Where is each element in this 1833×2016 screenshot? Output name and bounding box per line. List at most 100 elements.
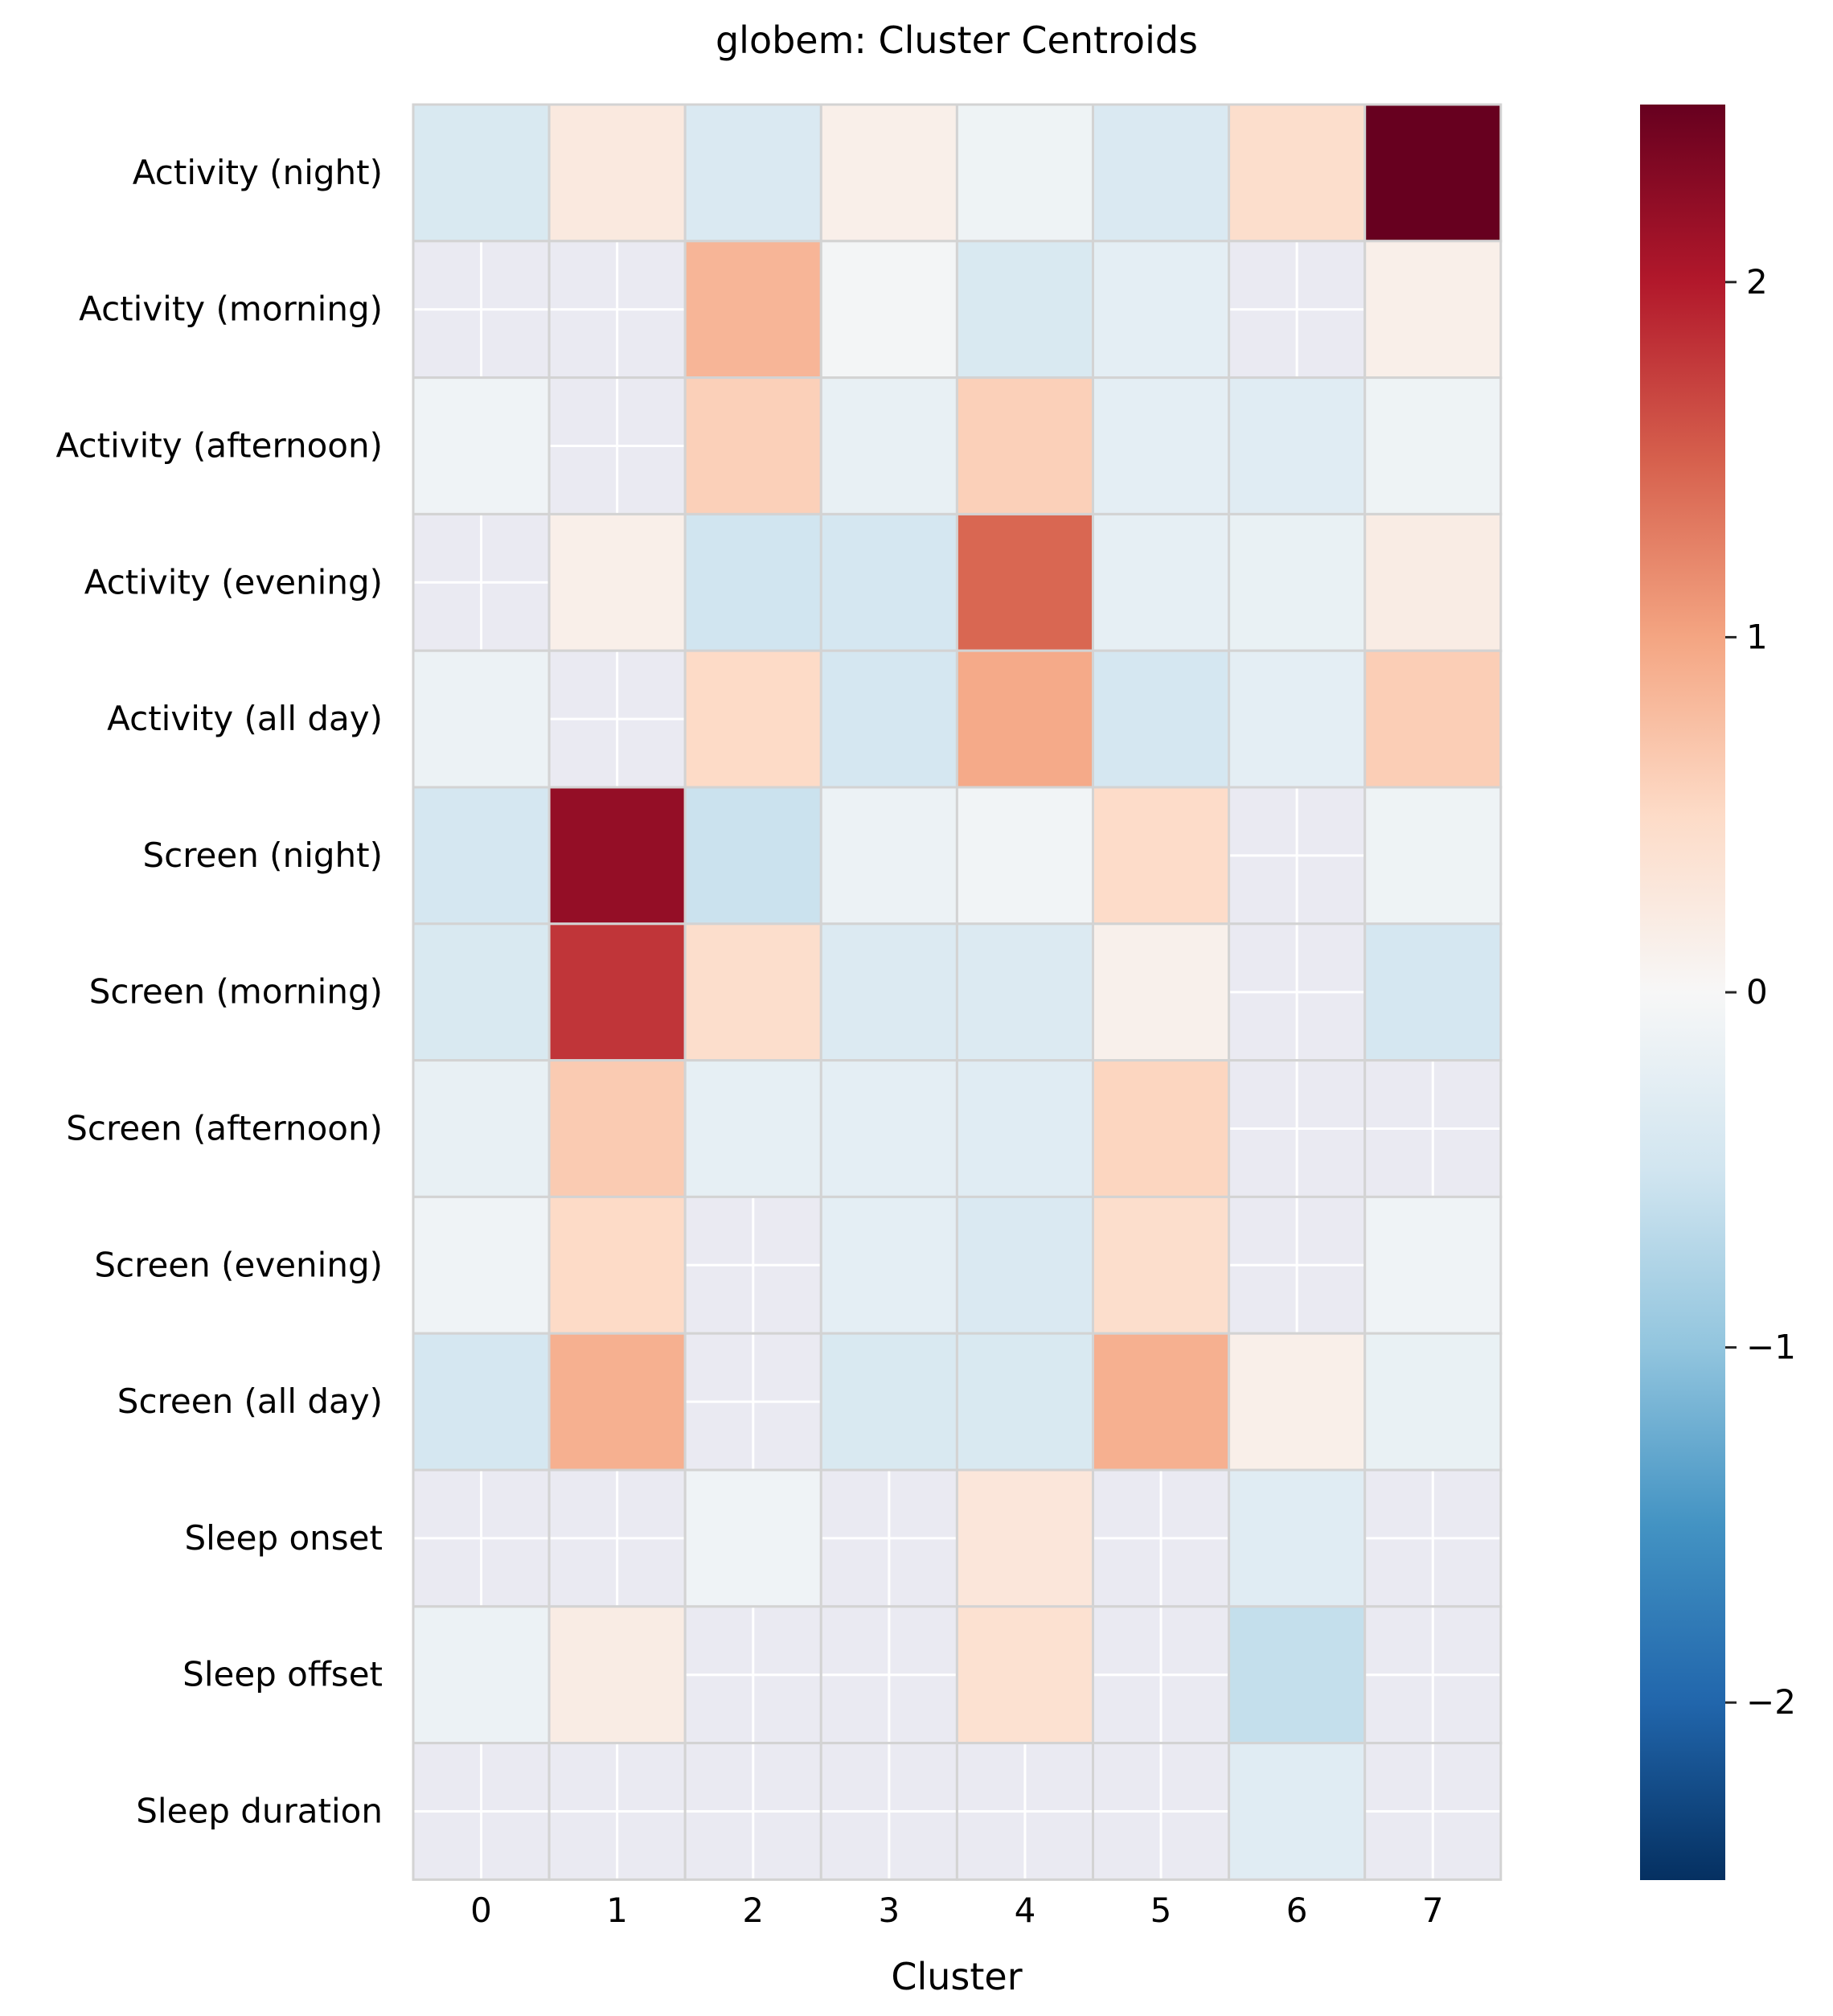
heatmap-cell: [955, 1468, 1095, 1608]
heatmap-cell: [1092, 922, 1231, 1062]
heatmap-cell: [683, 376, 822, 515]
heatmap-cell: [1363, 922, 1503, 1062]
heatmap-cell: [1092, 1468, 1231, 1608]
heatmap-cell: [819, 240, 958, 380]
colorbar-tick-label: 2: [1746, 262, 1768, 302]
heatmap-cell: [1228, 1195, 1367, 1335]
heatmap-cell: [819, 1195, 958, 1335]
heatmap-cell: [1092, 240, 1231, 380]
heatmap-cell: [955, 512, 1095, 652]
heatmap-cell: [819, 1605, 958, 1745]
heatmap-cell: [1092, 512, 1231, 652]
heatmap-cell: [819, 376, 958, 515]
x-tick-label: 0: [470, 1891, 492, 1930]
heatmap-cell: [683, 786, 822, 926]
heatmap-cell: [412, 376, 551, 515]
heatmap-cell: [1228, 922, 1367, 1062]
heatmap-cell: [1363, 103, 1503, 243]
heatmap-cell: [547, 649, 687, 789]
heatmap-cell: [955, 786, 1095, 926]
heatmap-cell: [547, 1742, 687, 1881]
heatmap-cell: [1363, 649, 1503, 789]
heatmap-cell: [1092, 1059, 1231, 1198]
heatmap-cell: [1228, 512, 1367, 652]
heatmap-cells: [412, 103, 1503, 1881]
heatmap-cell: [547, 922, 687, 1062]
heatmap-cell: [955, 922, 1095, 1062]
x-tick-label: 7: [1422, 1891, 1444, 1930]
heatmap-cell: [1363, 1195, 1503, 1335]
heatmap-cell: [1092, 649, 1231, 789]
y-tick-label: Activity (morning): [79, 289, 383, 329]
heatmap-cell: [1092, 103, 1231, 243]
heatmap-cell: [683, 1468, 822, 1608]
heatmap-cell: [1228, 1059, 1367, 1198]
heatmap-cell: [1228, 1332, 1367, 1472]
x-tick-label: 2: [742, 1891, 764, 1930]
heatmap-cell: [547, 240, 687, 380]
heatmap-cell: [1092, 376, 1231, 515]
colorbar-tick-label: 1: [1746, 617, 1768, 656]
heatmap-cell: [1363, 1605, 1503, 1745]
heatmap-cell: [1092, 786, 1231, 926]
heatmap-cell: [683, 1195, 822, 1335]
heatmap-cell: [683, 103, 822, 243]
heatmap-cell: [547, 1605, 687, 1745]
heatmap-cell: [547, 376, 687, 515]
colorbar-tick-label: 0: [1746, 972, 1768, 1012]
x-tick-label: 3: [878, 1891, 900, 1930]
heatmap-cell: [412, 512, 551, 652]
y-tick-label: Activity (evening): [84, 562, 383, 602]
y-tick-labels: Activity (night) Activity (morning) Activi…: [56, 153, 383, 1831]
heatmap-cell: [1363, 1059, 1503, 1198]
heatmap-cell: [955, 649, 1095, 789]
heatmap-cell: [1363, 240, 1503, 380]
y-tick-label: Screen (evening): [94, 1245, 383, 1284]
heatmap-cell: [412, 1605, 551, 1745]
heatmap-cell: [412, 649, 551, 789]
x-tick-label: 4: [1015, 1891, 1036, 1930]
heatmap-cell: [1092, 1195, 1231, 1335]
colorbar-tick-label: −2: [1746, 1682, 1796, 1722]
heatmap-cell: [819, 103, 958, 243]
heatmap-cell: [1228, 786, 1367, 926]
y-tick-label: Sleep duration: [136, 1792, 383, 1831]
heatmap-cell: [1092, 1605, 1231, 1745]
heatmap-cell: [683, 1332, 822, 1472]
heatmap-cell: [955, 376, 1095, 515]
heatmap-cell: [683, 512, 822, 652]
heatmap-cell: [1363, 512, 1503, 652]
heatmap-cell: [955, 103, 1095, 243]
heatmap-cell: [819, 922, 958, 1062]
heatmap-cell: [1228, 103, 1367, 243]
heatmap-cell: [1363, 1468, 1503, 1608]
heatmap-cell: [547, 1059, 687, 1198]
heatmap-cell: [412, 786, 551, 926]
colorbar: [1640, 105, 1725, 1880]
y-tick-label: Sleep offset: [182, 1655, 383, 1694]
heatmap-cell: [1363, 1332, 1503, 1472]
heatmap-cell: [1228, 376, 1367, 515]
heatmap-cell: [819, 1468, 958, 1608]
heatmap-cell: [819, 1742, 958, 1881]
heatmap-cell: [412, 922, 551, 1062]
colorbar-ticks: 2 1 0 −1 −2: [1725, 262, 1796, 1722]
heatmap-cell: [683, 240, 822, 380]
colorbar-tick-label: −1: [1746, 1328, 1796, 1367]
heatmap-cell: [819, 1332, 958, 1472]
heatmap-cell: [955, 1742, 1095, 1881]
heatmap-cell: [819, 786, 958, 926]
x-tick-label: 1: [606, 1891, 628, 1930]
heatmap-cell: [1092, 1742, 1231, 1881]
y-tick-label: Activity (night): [133, 153, 383, 192]
heatmap-cell: [955, 1605, 1095, 1745]
y-tick-label: Activity (all day): [107, 699, 383, 738]
heatmap-cell: [1228, 1742, 1367, 1881]
x-axis-label: Cluster: [891, 1955, 1022, 1998]
x-tick-labels: 0 1 2 3 4 5 6 7: [470, 1891, 1443, 1930]
x-tick-label: 6: [1286, 1891, 1308, 1930]
heatmap-cell: [412, 1742, 551, 1881]
heatmap-cell: [683, 1605, 822, 1745]
heatmap-cell: [547, 103, 687, 243]
